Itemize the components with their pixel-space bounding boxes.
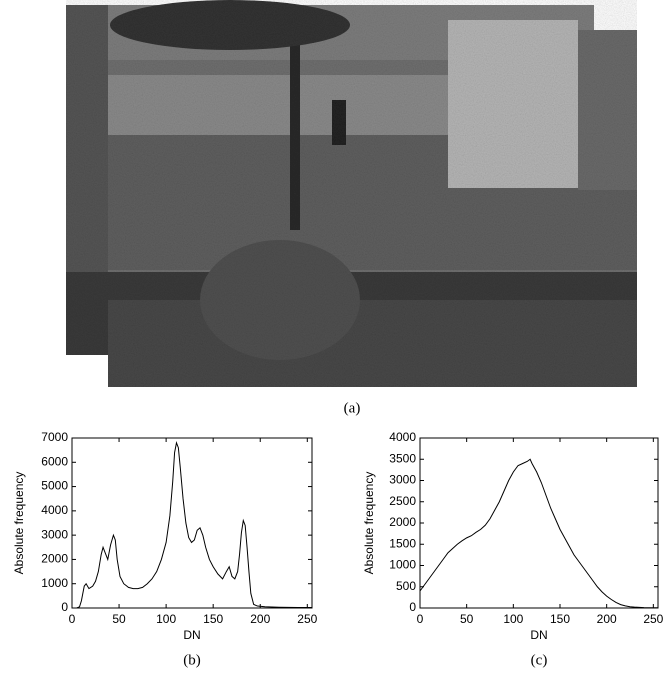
- y-axis-label: Absolute frequency: [12, 472, 26, 575]
- photo: [66, 0, 637, 387]
- x-tick-label: 200: [250, 612, 270, 626]
- x-axis-label: DN: [530, 628, 547, 642]
- y-tick-label: 500: [396, 579, 416, 593]
- y-tick-label: 6000: [41, 454, 68, 468]
- histogram-line: [72, 441, 312, 609]
- y-tick-label: 5000: [41, 479, 68, 493]
- y-tick-label: 3500: [389, 451, 416, 465]
- y-tick-label: 0: [409, 600, 416, 614]
- y-tick-label: 0: [61, 600, 68, 614]
- y-tick-label: 1000: [41, 576, 68, 590]
- photo-corner: [66, 355, 108, 387]
- y-tick-label: 4000: [41, 503, 68, 517]
- x-tick-label: 200: [597, 612, 617, 626]
- caption: (a): [344, 400, 361, 416]
- plot-frame: [71, 437, 313, 609]
- x-tick-label: 250: [643, 612, 663, 626]
- caption: (b): [183, 652, 201, 668]
- x-tick-label: 100: [156, 612, 176, 626]
- x-tick-label: 150: [203, 612, 223, 626]
- y-axis-label: Absolute frequency: [362, 472, 376, 575]
- x-tick-label: 0: [69, 612, 76, 626]
- y-tick-label: 2000: [389, 515, 416, 529]
- y-tick-label: 1000: [389, 558, 416, 572]
- y-tick-label: 2500: [389, 494, 416, 508]
- y-tick-label: 2000: [41, 552, 68, 566]
- y-tick-label: 4000: [389, 430, 416, 444]
- x-axis-label: DN: [183, 628, 200, 642]
- x-tick-label: 250: [297, 612, 317, 626]
- x-tick-label: 100: [503, 612, 523, 626]
- x-tick-label: 150: [550, 612, 570, 626]
- y-tick-label: 7000: [41, 430, 68, 444]
- histogram-line: [419, 458, 658, 609]
- x-tick-label: 0: [417, 612, 424, 626]
- y-tick-label: 3000: [389, 473, 416, 487]
- x-tick-label: 50: [460, 612, 474, 626]
- y-tick-label: 3000: [41, 527, 68, 541]
- plot-frame: [419, 437, 659, 609]
- y-tick-label: 1500: [389, 536, 416, 550]
- caption: (c): [531, 652, 548, 668]
- x-tick-label: 50: [112, 612, 126, 626]
